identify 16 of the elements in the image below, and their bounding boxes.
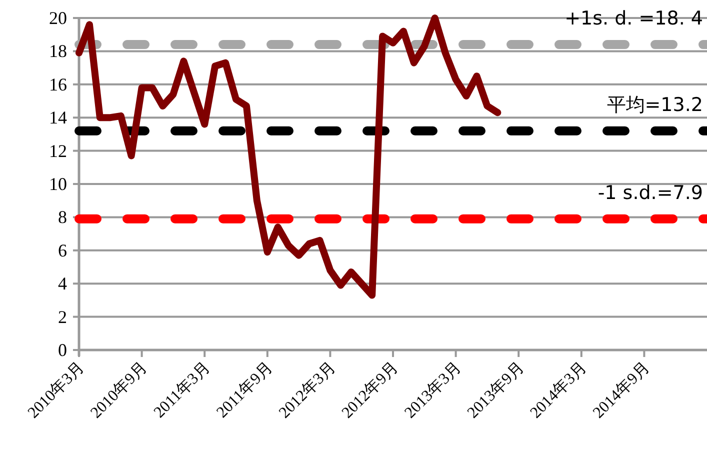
- ref-line-label: +1s. d. =18. 4: [564, 8, 703, 30]
- y-tick-label: 16: [49, 74, 67, 94]
- y-tick-label: 8: [58, 207, 67, 228]
- y-tick-label: 10: [49, 174, 67, 194]
- ref-line-label: 平均=13.2: [606, 94, 703, 116]
- ref-line-label: -1 s.d.=7.9: [598, 182, 703, 204]
- x-tick-label: 2011年9月: [214, 358, 276, 422]
- y-tick-label: 0: [58, 340, 67, 360]
- y-tick-label: 18: [49, 41, 67, 62]
- y-tick-label: 6: [58, 240, 67, 260]
- y-tick-label: 20: [49, 8, 67, 28]
- x-tick-label: 2011年3月: [150, 358, 214, 422]
- y-tick-label: 2: [58, 306, 67, 327]
- y-tick-label: 4: [58, 274, 67, 294]
- y-tick-label: 12: [49, 140, 67, 161]
- y-tick-label: 14: [49, 108, 67, 128]
